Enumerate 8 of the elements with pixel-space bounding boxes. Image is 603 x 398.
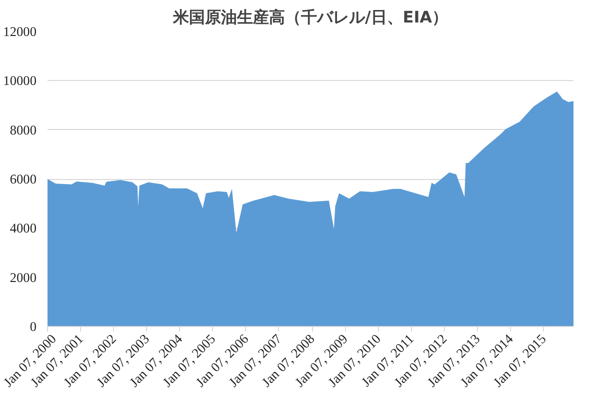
y-tick-label: 10000 <box>3 73 37 88</box>
y-tick-label: 6000 <box>10 172 37 186</box>
y-tick-label: 8000 <box>10 122 37 138</box>
y-tick-label: 0 <box>30 319 37 334</box>
y-tick-label: 12000 <box>3 24 37 39</box>
y-tick-label: 2000 <box>10 270 37 285</box>
chart-title: 米国原油生産高（千バレル/日、EIA） <box>172 8 448 26</box>
y-tick-label: 4000 <box>10 220 37 236</box>
